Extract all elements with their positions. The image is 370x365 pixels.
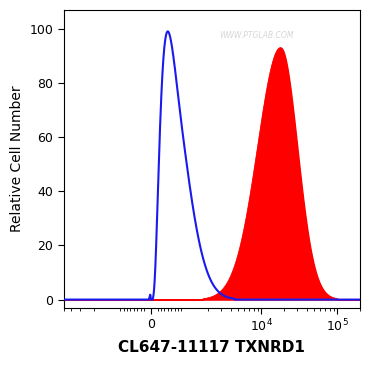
Y-axis label: Relative Cell Number: Relative Cell Number [10,85,24,232]
X-axis label: CL647-11117 TXNRD1: CL647-11117 TXNRD1 [118,340,305,355]
Text: WWW.PTGLAB.COM: WWW.PTGLAB.COM [219,31,294,39]
